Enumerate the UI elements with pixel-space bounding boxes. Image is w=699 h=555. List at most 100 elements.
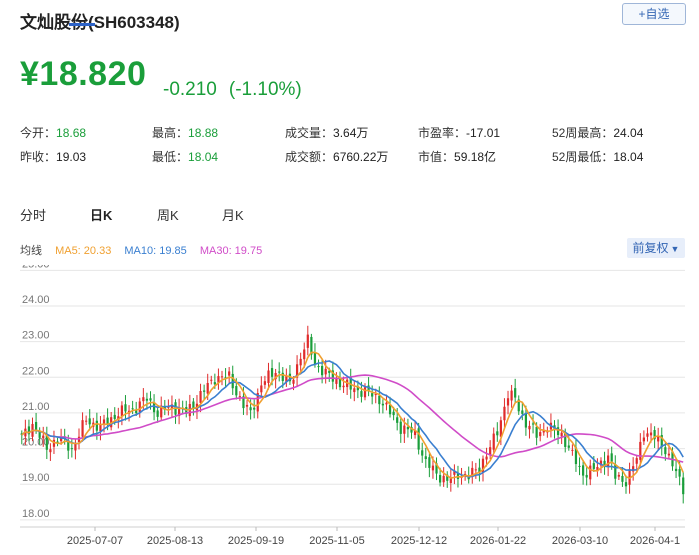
stat-label: 52周最高： bbox=[552, 126, 614, 140]
candle-body bbox=[574, 447, 578, 465]
candle-body bbox=[278, 371, 281, 373]
candle-body bbox=[481, 458, 485, 473]
change-percent: (-1.10%) bbox=[228, 79, 302, 100]
candle-body bbox=[478, 467, 481, 473]
current-price: ¥18.820 bbox=[20, 55, 147, 93]
stat-value: 3.64万 bbox=[333, 126, 369, 140]
candle-body bbox=[317, 366, 320, 368]
candle-body bbox=[485, 456, 488, 460]
candle-body bbox=[85, 420, 88, 422]
candle-body bbox=[596, 466, 599, 472]
ma10-line bbox=[21, 360, 684, 478]
candle-body bbox=[421, 450, 424, 456]
stat-label: 52周最低： bbox=[552, 150, 614, 164]
candle-body bbox=[614, 464, 617, 479]
candle-body bbox=[60, 437, 63, 442]
candle-body bbox=[610, 453, 613, 462]
candle-body bbox=[74, 443, 77, 451]
candle-body bbox=[131, 408, 134, 410]
candle-body bbox=[231, 373, 234, 389]
x-tick-label: 2025-11-05 bbox=[309, 535, 364, 547]
candle-body bbox=[510, 390, 513, 401]
adjust-dropdown[interactable]: 前复权 ▼ bbox=[627, 238, 685, 258]
candle-body bbox=[374, 394, 377, 396]
candle-body bbox=[38, 430, 41, 438]
candle-body bbox=[102, 419, 106, 425]
candle-body bbox=[396, 417, 399, 423]
y-tick-label: 19.00 bbox=[22, 472, 50, 484]
stat-item: 成交额：6760.22万 bbox=[285, 148, 388, 165]
candle-body bbox=[664, 447, 667, 455]
adjust-label: 前复权 bbox=[632, 241, 669, 255]
candle-body bbox=[206, 382, 209, 394]
candle-body bbox=[249, 407, 252, 411]
candle-body bbox=[324, 368, 327, 375]
candle-body bbox=[313, 352, 317, 365]
candle-body bbox=[564, 432, 567, 447]
candle-body bbox=[657, 436, 660, 442]
candle-body bbox=[571, 449, 574, 451]
candle-body bbox=[135, 410, 138, 414]
stat-value: 18.88 bbox=[188, 126, 219, 140]
ma5-label: MA5: 20.33 bbox=[55, 245, 112, 257]
candle-body bbox=[521, 410, 524, 414]
candle-body bbox=[67, 440, 70, 451]
stat-value: 18.04 bbox=[188, 150, 219, 164]
candle-body bbox=[649, 432, 653, 436]
candle-body bbox=[417, 428, 420, 450]
candle-body bbox=[403, 425, 406, 434]
x-tick-label: 2026-01-22 bbox=[470, 535, 526, 547]
candle-body bbox=[342, 385, 345, 388]
stat-item: 最高：18.88 bbox=[152, 124, 218, 141]
candle-body bbox=[499, 420, 502, 437]
candle-body bbox=[678, 469, 681, 477]
x-tick-label: 2026-04-1 bbox=[630, 535, 680, 547]
x-tick-label: 2026-03-10 bbox=[552, 535, 608, 547]
y-tick-label: 21.00 bbox=[22, 401, 50, 413]
candle-body bbox=[106, 417, 109, 425]
candle-body bbox=[245, 404, 249, 407]
candle-body bbox=[170, 404, 174, 409]
candle-body bbox=[435, 463, 438, 474]
tab-0[interactable]: 分时 bbox=[20, 208, 47, 223]
tab-3[interactable]: 月K bbox=[222, 208, 244, 223]
kline-chart[interactable]: 25.00 24.00 23.00 22.00 21.00 20.00 19.00 18.00… bbox=[0, 265, 699, 555]
candle-body bbox=[192, 401, 195, 409]
candle-body bbox=[353, 388, 356, 393]
tab-1[interactable]: 日K bbox=[90, 208, 113, 223]
candle-body bbox=[567, 445, 570, 448]
candle-body bbox=[124, 404, 127, 412]
candle-body bbox=[238, 396, 241, 398]
stat-item: 成交量：3.64万 bbox=[285, 124, 368, 141]
ma-legend: 均线 MA5: 20.33 MA10: 19.85 MA30: 19.75 bbox=[20, 242, 272, 258]
candle-body bbox=[621, 475, 624, 482]
candle-body bbox=[653, 430, 656, 440]
candle-body bbox=[49, 449, 52, 453]
y-tick-label: 22.00 bbox=[22, 365, 50, 377]
candle-body bbox=[607, 455, 610, 467]
candle-body bbox=[642, 437, 645, 442]
candle-body bbox=[360, 391, 363, 397]
candle-body bbox=[514, 388, 517, 398]
candle-body bbox=[145, 398, 149, 401]
candle-body bbox=[539, 432, 542, 437]
candle-body bbox=[556, 427, 560, 436]
candle-body bbox=[338, 377, 342, 388]
add-watchlist-button[interactable]: +自选 bbox=[622, 3, 686, 25]
tab-2[interactable]: 周K bbox=[157, 208, 179, 223]
stat-value: -17.01 bbox=[466, 126, 501, 140]
candle-body bbox=[471, 467, 474, 477]
candle-body bbox=[256, 392, 259, 412]
candle-body bbox=[310, 336, 313, 355]
candle-body bbox=[635, 458, 638, 464]
candle-body bbox=[88, 418, 91, 425]
candle-body bbox=[42, 435, 45, 439]
candle-body bbox=[299, 358, 302, 366]
candle-body bbox=[632, 466, 635, 472]
candle-body bbox=[492, 433, 495, 450]
stat-label: 最低： bbox=[152, 150, 189, 164]
candle-body bbox=[489, 447, 492, 455]
candle-body bbox=[496, 431, 499, 436]
candle-body bbox=[99, 424, 102, 432]
candle-body bbox=[303, 349, 306, 360]
